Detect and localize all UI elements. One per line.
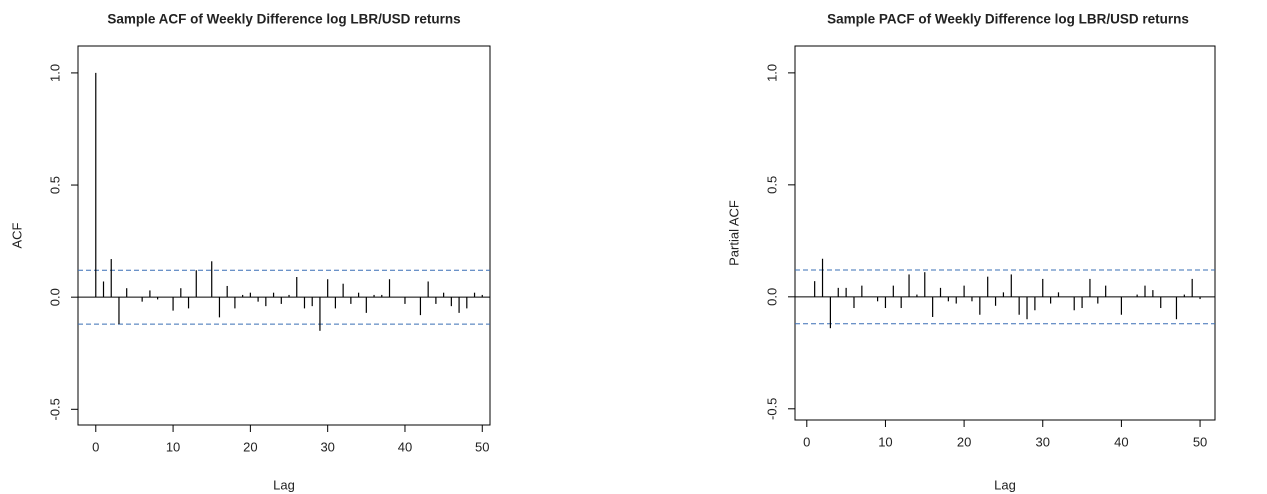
y-tick-label: -0.5 [47, 398, 62, 420]
y-tick-label: 0.5 [764, 176, 779, 194]
x-tick-label: 30 [320, 439, 334, 454]
x-tick-label: 50 [1193, 434, 1207, 449]
x-tick-label: 30 [1036, 434, 1050, 449]
chart-title: Sample PACF of Weekly Difference log LBR… [827, 12, 1189, 27]
x-tick-label: 0 [92, 439, 99, 454]
plot-box [794, 45, 1216, 421]
y-tick-label: 1.0 [47, 64, 62, 82]
y-axis-label: ACF [9, 222, 24, 248]
y-tick-label: 0.5 [47, 176, 62, 194]
plot-box [77, 45, 491, 426]
x-tick-label: 20 [243, 439, 257, 454]
chart-title: Sample ACF of Weekly Difference log LBR/… [107, 12, 460, 27]
y-tick-label: 0.0 [47, 288, 62, 306]
x-tick-label: 50 [475, 439, 489, 454]
y-tick-label: 0.0 [764, 288, 779, 306]
x-tick-label: 10 [878, 434, 892, 449]
x-axis-label: Lag [994, 477, 1016, 492]
x-tick-label: 10 [166, 439, 180, 454]
y-axis-label: Partial ACF [726, 200, 741, 266]
x-tick-label: 0 [803, 434, 810, 449]
x-tick-label: 20 [957, 434, 971, 449]
x-tick-label: 40 [1114, 434, 1128, 449]
x-axis-label: Lag [273, 477, 295, 492]
y-tick-label: 1.0 [764, 64, 779, 82]
y-tick-label: -0.5 [764, 398, 779, 420]
x-tick-label: 40 [398, 439, 412, 454]
